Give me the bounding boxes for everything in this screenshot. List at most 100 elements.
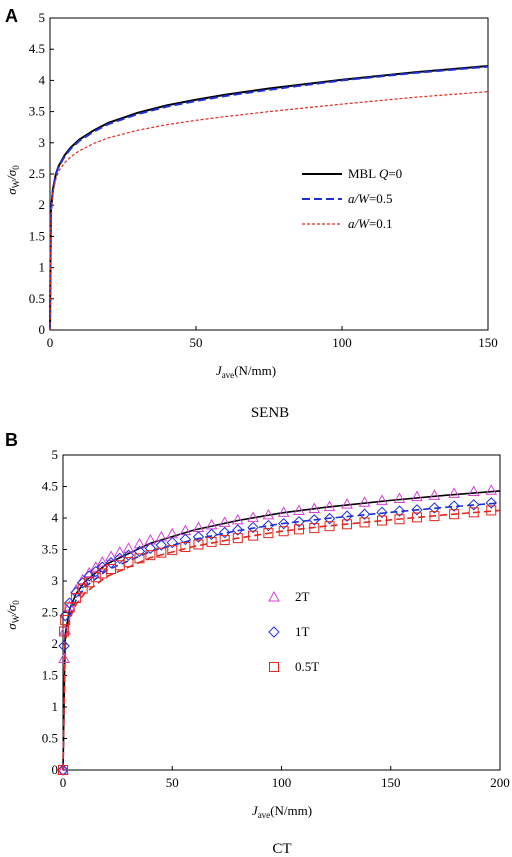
panel-b-ytick-label: 4.5 <box>42 479 58 494</box>
panel-b-point-triangle <box>76 573 89 585</box>
panel-b-point-square <box>411 512 422 523</box>
panel-b-point-square <box>167 545 178 556</box>
panel-b-point-square <box>71 593 82 604</box>
panel-b-point-triangle <box>262 508 275 520</box>
panel-b-legend-marker-square <box>269 662 279 672</box>
panel-b-ytick-label: 1.5 <box>42 668 58 683</box>
panel-a-series-line-1 <box>49 65 489 331</box>
panel-b-axes: 00.511.522.533.544.550 50 100 150 200 <box>42 447 510 790</box>
panel-b-point-square <box>263 528 274 539</box>
panel-b-point-diamond <box>232 524 244 536</box>
panel-b-point-square <box>359 517 370 528</box>
panel-b-fit-line-1 <box>62 502 501 771</box>
panel-b-point-square <box>106 564 117 575</box>
panel-a-ytick-label: 5 <box>39 10 46 25</box>
panel-a-ylabel: σW/σ0 <box>4 165 21 195</box>
panel-b-fit-line-2 <box>62 509 501 771</box>
panel-a-ytick-label: 0 <box>39 322 46 337</box>
panel-b-point-diamond <box>393 505 406 517</box>
panel-b-point-triangle <box>155 530 168 542</box>
panel-b-point-diamond <box>58 640 70 652</box>
panel-b-point-square <box>309 523 320 534</box>
panel-a-ytick-label: 2.5 <box>29 166 45 181</box>
panel-b-point-triangle <box>308 502 321 514</box>
panel-b-point-triangle <box>231 513 244 525</box>
panel-b-point-triangle <box>428 489 441 500</box>
panel-a-ytick-label: 2 <box>39 197 46 212</box>
panel-b-point-square <box>77 583 88 594</box>
panel-b-point-square <box>134 553 145 564</box>
panel-b-point-square <box>324 521 335 532</box>
panel-b-point-diamond <box>96 561 109 573</box>
panel-b-point-triangle <box>467 485 480 497</box>
panel-a-letter: A <box>5 6 18 26</box>
panel-b-point-diamond <box>468 499 480 511</box>
panel-b-legend-label-2: 0.5T <box>295 659 319 674</box>
panel-a-plot-frame <box>49 17 489 331</box>
panel-b-point-triangle <box>218 516 231 527</box>
panel-b-point-square <box>468 507 479 518</box>
panel-b-series <box>57 484 501 776</box>
panel-b-point-diamond <box>485 497 497 509</box>
panel-b-point-triangle <box>358 496 371 507</box>
panel-b-point-square <box>449 509 460 520</box>
panel-b-point-square <box>232 533 243 544</box>
panel-b-point-square <box>84 577 95 588</box>
panel-b-point-diamond <box>144 542 157 554</box>
panel-b-point-diamond <box>218 526 231 539</box>
panel-b-point-square <box>59 626 70 637</box>
panel-a-ytick-label: 4 <box>39 72 46 87</box>
panel-b-point-diamond <box>293 516 305 528</box>
panel-b-point-triangle <box>96 556 109 567</box>
panel-b-point-diamond <box>133 545 146 558</box>
panel-b-point-diamond <box>83 570 95 582</box>
panel-b-ylabel: σW/σ0 <box>4 600 21 630</box>
panel-b-point-diamond <box>448 500 460 512</box>
panel-b-point-triangle <box>247 511 259 522</box>
panel-b-point-diamond <box>205 528 218 541</box>
panel-b-point-square <box>278 526 289 537</box>
panel-b-letter: B <box>5 430 18 450</box>
panel-b-point-square <box>123 557 134 568</box>
panel-a-legend-label-part: Q <box>379 166 389 181</box>
panel-b-point-triangle <box>411 490 423 502</box>
panel-b-xtick-label: 50 <box>166 775 179 790</box>
panel-b-point-triangle <box>133 537 146 549</box>
panel-b-point-square <box>58 765 68 775</box>
panel-b-legend-marker-triangle <box>268 590 280 602</box>
panel-a-ytick-label: 1.5 <box>29 228 45 243</box>
panel-b-point-diamond <box>155 539 168 551</box>
panel-b-point-square <box>429 511 440 522</box>
panel-b-legend-marker-diamond <box>268 626 280 638</box>
panel-a-ytick-label: 4.5 <box>29 41 45 56</box>
panel-a-legend-label-part: =0.1 <box>369 216 393 231</box>
panel-b-point-triangle <box>485 484 498 495</box>
panel-a-ytick-label: 3 <box>39 135 46 150</box>
panel-b-point-square <box>64 602 75 613</box>
panel-a-ytick-label: 3.5 <box>29 104 45 119</box>
panel-b-point-diamond <box>411 504 423 516</box>
panel-b-point-triangle <box>277 506 290 517</box>
panel-b-point-triangle <box>448 487 460 498</box>
panel-b-point-square <box>486 505 497 516</box>
panel-b-point-square <box>342 519 353 530</box>
panel-b-point-square <box>180 541 191 552</box>
panel-b-point-triangle <box>59 624 72 635</box>
panel-b-point-diamond <box>63 597 76 609</box>
panel-b-point-triangle <box>393 492 406 503</box>
panel-b-legend-label-1: 1T <box>295 624 310 639</box>
panel-a-axes: 00.511.522.533.544.550 50 100 150 <box>29 10 498 350</box>
panel-b-point-diamond <box>376 506 388 519</box>
panel-a-legend-label-part: MBL <box>348 166 379 181</box>
panel-a-ytick-label: 0.5 <box>29 291 45 306</box>
panel-a-legend-label-part: =0 <box>388 166 402 181</box>
panel-b-point-diamond <box>428 502 441 514</box>
panel-b-point-diamond <box>247 521 259 534</box>
panel-a-legend-label-part: a/W <box>348 191 370 206</box>
panel-b-point-square <box>293 524 304 535</box>
panel-a-legend-label-0: MBL Q=0 <box>348 166 402 181</box>
panel-b-ytick-label: 3 <box>52 573 59 588</box>
panel-a-series-line-2 <box>49 91 489 331</box>
panel-b-point-diamond <box>76 577 89 589</box>
